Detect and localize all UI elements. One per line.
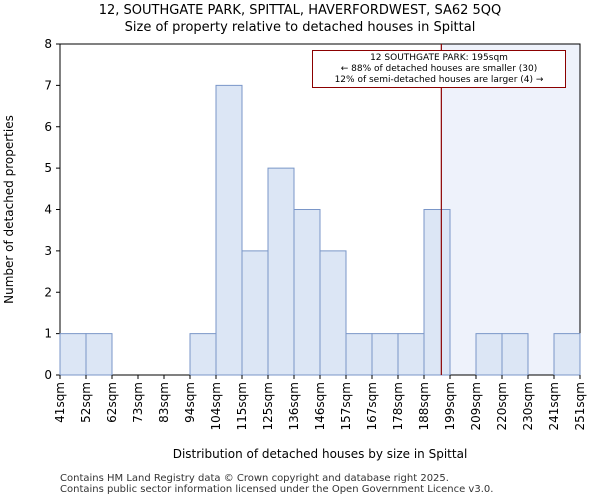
y-tick-label: 8 [44, 37, 52, 51]
x-tick-label: 73sqm [131, 382, 145, 423]
x-tick-label: 62sqm [105, 382, 119, 423]
x-tick-label: 41sqm [53, 382, 67, 423]
x-tick-label: 251sqm [573, 382, 587, 430]
bar [371, 333, 399, 376]
x-tick-label: 94sqm [183, 382, 197, 423]
y-tick-label: 5 [44, 161, 52, 175]
bar [293, 209, 321, 376]
y-tick-label: 2 [44, 285, 52, 299]
x-tick-label: 104sqm [209, 382, 223, 430]
x-tick-label: 241sqm [547, 382, 561, 430]
marker-label-line-3: 12% of semi-detached houses are larger (… [334, 75, 544, 85]
x-tick-label: 157sqm [339, 382, 353, 430]
y-tick-label: 1 [44, 327, 52, 341]
x-tick-label: 115sqm [235, 382, 249, 430]
bar [319, 250, 347, 376]
bar [189, 333, 217, 376]
chart-title: 12, SOUTHGATE PARK, SPITTAL, HAVERFORDWE… [98, 3, 502, 18]
x-tick-label: 178sqm [391, 382, 405, 430]
chart-title-block: 12, SOUTHGATE PARK, SPITTAL, HAVERFORDWE… [0, 2, 600, 36]
bar [501, 333, 529, 376]
marker-label-line-1: 12 SOUTHGATE PARK: 195sqm [370, 53, 508, 63]
y-axis-label: Number of detached properties [2, 115, 16, 304]
x-tick-label: 199sqm [443, 382, 457, 430]
x-tick-label: 220sqm [495, 382, 509, 430]
chart-subtitle: Size of property relative to detached ho… [124, 20, 476, 35]
bar [215, 84, 243, 376]
bar [345, 333, 373, 376]
x-tick-label: 136sqm [287, 382, 301, 430]
x-tick-label: 230sqm [521, 382, 535, 430]
bar [397, 333, 425, 376]
x-tick-label: 52sqm [79, 382, 93, 423]
bar [241, 250, 269, 376]
bar [475, 333, 503, 376]
y-tick-label: 0 [44, 368, 52, 382]
x-tick-label: 167sqm [365, 382, 379, 430]
y-tick-label: 7 [44, 78, 52, 92]
bar [267, 167, 295, 376]
bar [59, 333, 87, 376]
x-tick-label: 188sqm [417, 382, 431, 430]
x-tick-label: 83sqm [157, 382, 171, 423]
marker-annotation: 12 SOUTHGATE PARK: 195sqm ← 88% of detac… [312, 50, 566, 88]
marker-label-line-2: ← 88% of detached houses are smaller (30… [340, 64, 538, 74]
y-tick-label: 3 [44, 244, 52, 258]
x-tick-label: 146sqm [313, 382, 327, 430]
footer-line-2: Contains public sector information licen… [60, 484, 494, 495]
y-tick-label: 4 [44, 203, 52, 217]
bar [553, 333, 581, 376]
bar [85, 333, 113, 376]
bar [423, 209, 451, 376]
footer-line-1: Contains HM Land Registry data © Crown c… [60, 473, 449, 484]
x-tick-label: 209sqm [469, 382, 483, 430]
x-tick-label: 125sqm [261, 382, 275, 430]
y-tick-label: 6 [44, 120, 52, 134]
highlight-region [441, 44, 580, 375]
x-axis-label: Distribution of detached houses by size … [173, 447, 468, 461]
